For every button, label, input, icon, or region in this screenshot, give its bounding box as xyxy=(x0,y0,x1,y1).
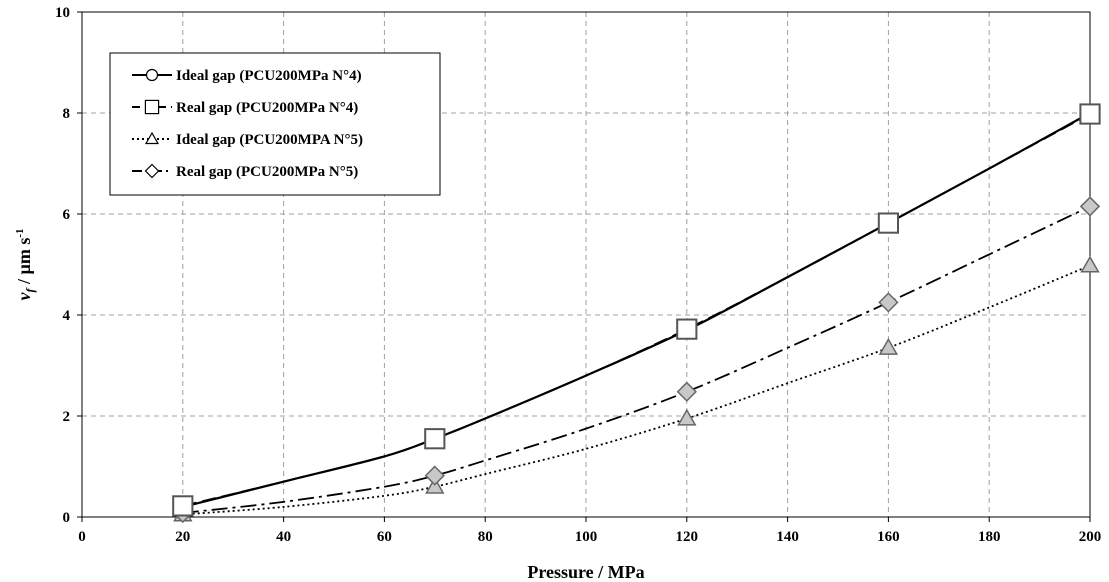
legend: Ideal gap (PCU200MPa N°4) Real gap (PCU20… xyxy=(109,52,441,196)
y-axis-title-var: v xyxy=(14,292,34,301)
x-tick-label: 80 xyxy=(478,529,493,545)
x-tick-label: 40 xyxy=(276,529,291,545)
legend-label: Real gap (PCU200MPa N°5) xyxy=(176,164,358,180)
legend-item: Ideal gap (PCU200MPa N°4) xyxy=(132,68,362,84)
x-axis-title: Pressure / MPa xyxy=(527,562,644,582)
x-tick-label: 0 xyxy=(78,529,86,545)
circle-marker xyxy=(145,68,159,82)
x-tick-label: 180 xyxy=(978,529,1001,545)
triangle-marker xyxy=(1080,255,1100,273)
legend-item: Ideal gap (PCU200MPA N°5) xyxy=(132,131,363,148)
legend-item: Real gap (PCU200MPa N°4) xyxy=(132,99,358,116)
y-tick-label: 4 xyxy=(63,308,71,324)
series-3-points xyxy=(173,255,1100,522)
legend-item: Real gap (PCU200MPa N°5) xyxy=(132,163,358,180)
y-axis: 0 2 4 6 8 10 xyxy=(55,5,82,526)
grid xyxy=(82,12,1090,517)
diamond-marker xyxy=(424,465,445,486)
triangle-marker xyxy=(677,408,697,426)
x-tick-label: 100 xyxy=(575,529,598,545)
series-3-line xyxy=(182,264,1091,516)
y-tick-label: 8 xyxy=(63,106,71,122)
x-tick-label: 60 xyxy=(377,529,392,545)
square-marker xyxy=(1079,103,1101,125)
square-marker xyxy=(172,495,194,517)
diamond-marker xyxy=(144,163,160,179)
diamond-marker xyxy=(676,381,697,402)
legend-box xyxy=(109,52,441,196)
series-layer xyxy=(172,103,1101,524)
y-tick-label: 2 xyxy=(63,409,71,425)
series-4-points xyxy=(172,196,1101,524)
x-tick-label: 200 xyxy=(1079,529,1102,545)
x-tick-label: 20 xyxy=(175,529,190,545)
series-2-line xyxy=(182,113,1091,507)
y-tick-label: 0 xyxy=(63,510,71,526)
y-axis-title-sup: -1 xyxy=(14,228,26,237)
y-axis-title-sub: f xyxy=(23,288,37,293)
legend-label: Real gap (PCU200MPa N°4) xyxy=(176,100,358,116)
y-axis-title-unit: / µm s xyxy=(14,238,34,289)
x-axis: 0 20 40 60 80 100 120 140 160 180 200 xyxy=(78,517,1101,545)
legend-label: Ideal gap (PCU200MPA N°5) xyxy=(176,132,363,148)
diamond-marker xyxy=(1079,196,1101,217)
legend-label: Ideal gap (PCU200MPa N°4) xyxy=(176,68,362,84)
triangle-marker xyxy=(878,337,899,355)
square-marker xyxy=(144,99,160,115)
series-line xyxy=(182,264,1091,516)
square-marker xyxy=(877,212,899,234)
y-tick-label: 6 xyxy=(63,207,71,223)
y-tick-label: 10 xyxy=(55,5,70,21)
series-2-points xyxy=(172,103,1101,517)
series-line xyxy=(182,205,1091,514)
x-tick-label: 160 xyxy=(877,529,900,545)
x-tick-label: 140 xyxy=(776,529,799,545)
square-marker xyxy=(424,428,446,450)
square-marker xyxy=(676,318,698,340)
series-4-line xyxy=(182,205,1091,514)
x-tick-label: 120 xyxy=(676,529,699,545)
y-axis-title: vf / µm s-1 xyxy=(14,228,37,300)
diamond-marker xyxy=(878,292,899,313)
series-line xyxy=(182,113,1091,507)
triangle-marker xyxy=(144,131,160,145)
